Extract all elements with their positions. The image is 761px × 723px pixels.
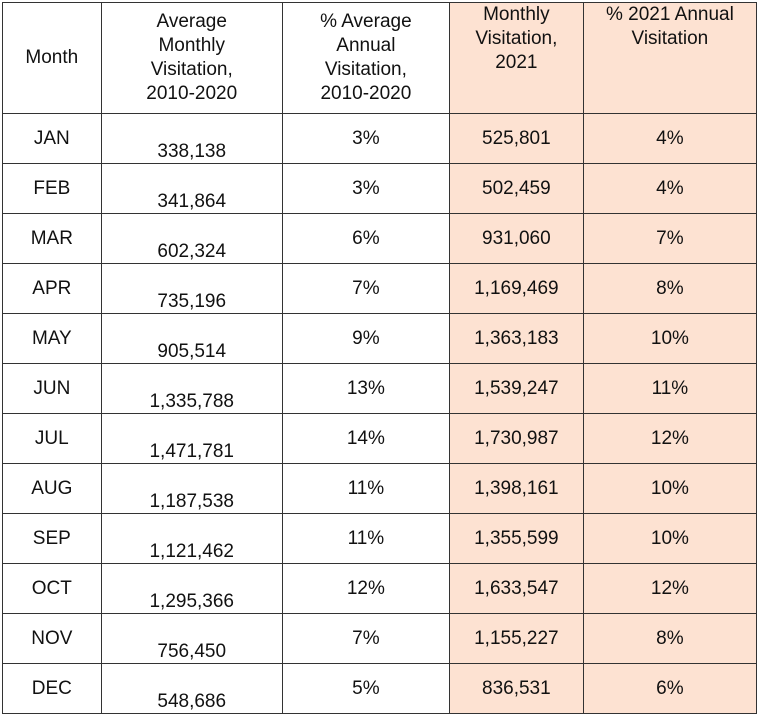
- cell-avg-monthly: 1,295,366: [100, 563, 283, 614]
- cell-pct-2021: 6%: [582, 663, 758, 714]
- cell-month: MAY: [2, 313, 102, 364]
- cell-pct-2021: 8%: [582, 263, 758, 314]
- cell-month: SEP: [2, 513, 102, 564]
- visitation-table: Month Average Monthly Visitation, 2010-2…: [2, 2, 758, 714]
- table-row: MAR 602,324 6% 931,060 7%: [2, 213, 758, 264]
- table-row: JUN 1,335,788 13% 1,539,247 11%: [2, 363, 758, 414]
- cell-pct-2021: 4%: [582, 113, 758, 164]
- header-pct-avg-annual: % Average Annual Visitation, 2010-2020: [281, 2, 450, 114]
- cell-pct-avg-annual: 5%: [281, 663, 450, 714]
- cell-monthly-2021: 1,363,183: [448, 313, 584, 364]
- cell-monthly-2021: 1,730,987: [448, 413, 584, 464]
- cell-pct-avg-annual: 7%: [281, 613, 450, 664]
- header-pct-avg-annual-label: % Average Annual Visitation, 2010-2020: [320, 11, 412, 104]
- cell-pct-avg-annual: 6%: [281, 213, 450, 264]
- cell-pct-2021: 10%: [582, 513, 758, 564]
- table-row: DEC 548,686 5% 836,531 6%: [2, 663, 758, 714]
- cell-monthly-2021: 1,633,547: [448, 563, 584, 614]
- cell-monthly-2021: 1,398,161: [448, 463, 584, 514]
- cell-avg-monthly: 548,686: [100, 663, 283, 714]
- cell-pct-avg-annual: 11%: [281, 513, 450, 564]
- header-avg-monthly-label: Average Monthly Visitation, 2010-2020: [146, 11, 238, 104]
- cell-pct-2021: 10%: [582, 463, 758, 514]
- cell-avg-monthly: 1,471,781: [100, 413, 283, 464]
- cell-monthly-2021: 1,539,247: [448, 363, 584, 414]
- cell-monthly-2021: 1,355,599: [448, 513, 584, 564]
- cell-month: NOV: [2, 613, 102, 664]
- cell-pct-avg-annual: 9%: [281, 313, 450, 364]
- cell-avg-monthly: 1,335,788: [100, 363, 283, 414]
- cell-monthly-2021: 836,531: [448, 663, 584, 714]
- cell-pct-2021: 11%: [582, 363, 758, 414]
- cell-month: AUG: [2, 463, 102, 514]
- table-row: OCT 1,295,366 12% 1,633,547 12%: [2, 563, 758, 614]
- cell-month: JUL: [2, 413, 102, 464]
- cell-pct-avg-annual: 3%: [281, 113, 450, 164]
- cell-pct-avg-annual: 3%: [281, 163, 450, 214]
- cell-monthly-2021: 525,801: [448, 113, 584, 164]
- cell-avg-monthly: 756,450: [100, 613, 283, 664]
- header-monthly-2021: Monthly Visitation, 2021: [448, 2, 584, 114]
- table-row: JUL 1,471,781 14% 1,730,987 12%: [2, 413, 758, 464]
- table-header: Month Average Monthly Visitation, 2010-2…: [2, 2, 758, 114]
- cell-pct-2021: 4%: [582, 163, 758, 214]
- cell-month: JAN: [2, 113, 102, 164]
- cell-monthly-2021: 1,169,469: [448, 263, 584, 314]
- cell-monthly-2021: 1,155,227: [448, 613, 584, 664]
- table-row: FEB 341,864 3% 502,459 4%: [2, 163, 758, 214]
- cell-pct-2021: 12%: [582, 413, 758, 464]
- cell-pct-avg-annual: 11%: [281, 463, 450, 514]
- cell-pct-avg-annual: 13%: [281, 363, 450, 414]
- header-row: Month Average Monthly Visitation, 2010-2…: [2, 2, 758, 114]
- table-row: AUG 1,187,538 11% 1,398,161 10%: [2, 463, 758, 514]
- cell-pct-2021: 7%: [582, 213, 758, 264]
- cell-avg-monthly: 341,864: [100, 163, 283, 214]
- table-row: SEP 1,121,462 11% 1,355,599 10%: [2, 513, 758, 564]
- cell-pct-avg-annual: 12%: [281, 563, 450, 614]
- cell-avg-monthly: 1,121,462: [100, 513, 283, 564]
- cell-month: FEB: [2, 163, 102, 214]
- cell-pct-avg-annual: 7%: [281, 263, 450, 314]
- cell-avg-monthly: 338,138: [100, 113, 283, 164]
- table-row: NOV 756,450 7% 1,155,227 8%: [2, 613, 758, 664]
- cell-avg-monthly: 602,324: [100, 213, 283, 264]
- header-pct-2021: % 2021 Annual Visitation: [582, 2, 758, 114]
- cell-month: OCT: [2, 563, 102, 614]
- header-month-label: Month: [25, 47, 79, 68]
- cell-pct-2021: 8%: [582, 613, 758, 664]
- cell-pct-avg-annual: 14%: [281, 413, 450, 464]
- cell-pct-2021: 12%: [582, 563, 758, 614]
- table-row: APR 735,196 7% 1,169,469 8%: [2, 263, 758, 314]
- cell-month: APR: [2, 263, 102, 314]
- cell-month: DEC: [2, 663, 102, 714]
- cell-monthly-2021: 931,060: [448, 213, 584, 264]
- header-month: Month: [2, 2, 102, 114]
- cell-avg-monthly: 1,187,538: [100, 463, 283, 514]
- cell-monthly-2021: 502,459: [448, 163, 584, 214]
- cell-month: MAR: [2, 213, 102, 264]
- header-monthly-2021-label: Monthly Visitation, 2021: [475, 4, 558, 73]
- cell-avg-monthly: 735,196: [100, 263, 283, 314]
- cell-month: JUN: [2, 363, 102, 414]
- table-body: JAN 338,138 3% 525,801 4% FEB 341,864 3% 502,459…: [2, 113, 758, 714]
- header-pct-2021-label: % 2021 Annual Visitation: [605, 4, 734, 49]
- header-avg-monthly: Average Monthly Visitation, 2010-2020: [100, 2, 283, 114]
- table-row: MAY 905,514 9% 1,363,183 10%: [2, 313, 758, 364]
- cell-pct-2021: 10%: [582, 313, 758, 364]
- table-row: JAN 338,138 3% 525,801 4%: [2, 113, 758, 164]
- cell-avg-monthly: 905,514: [100, 313, 283, 364]
